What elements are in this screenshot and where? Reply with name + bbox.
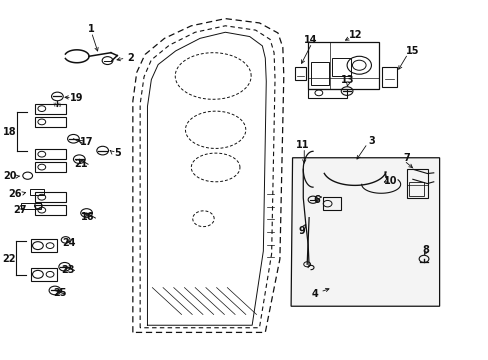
Text: 27: 27	[13, 206, 26, 216]
Text: 7: 7	[402, 153, 409, 163]
Text: 16: 16	[81, 212, 95, 221]
Text: 4: 4	[311, 289, 318, 299]
Text: 8: 8	[422, 245, 428, 255]
Bar	[406, 169, 427, 198]
Bar	[307, 89, 346, 98]
Polygon shape	[290, 158, 439, 306]
Bar	[307, 42, 378, 89]
Bar	[36, 205, 65, 215]
Text: 3: 3	[367, 136, 374, 145]
Text: 20: 20	[3, 171, 17, 181]
Text: 14: 14	[303, 35, 317, 45]
Text: 23: 23	[61, 265, 74, 275]
Bar	[331, 58, 350, 76]
Bar	[310, 62, 328, 85]
Bar	[31, 239, 57, 252]
Bar	[408, 182, 423, 196]
Bar	[36, 162, 65, 172]
Bar	[36, 149, 65, 159]
Text: 22: 22	[2, 254, 16, 264]
Text: 18: 18	[3, 127, 17, 136]
Text: 10: 10	[384, 176, 397, 186]
Text: 9: 9	[298, 226, 305, 236]
Text: 26: 26	[8, 189, 22, 199]
Text: 1: 1	[88, 24, 95, 35]
Bar	[36, 104, 65, 114]
Text: 11: 11	[295, 140, 308, 150]
Bar	[31, 267, 57, 281]
Text: 21: 21	[74, 159, 87, 169]
Text: 19: 19	[70, 93, 83, 103]
Bar	[322, 197, 341, 211]
Text: 24: 24	[61, 238, 75, 248]
Bar	[36, 117, 65, 127]
Bar	[294, 67, 305, 80]
Text: 2: 2	[127, 53, 134, 63]
Bar	[382, 67, 396, 87]
Bar	[36, 192, 65, 202]
Bar	[30, 189, 44, 195]
Text: 12: 12	[348, 30, 362, 40]
Bar	[21, 203, 41, 209]
Text: 6: 6	[313, 195, 320, 205]
Text: 25: 25	[53, 288, 66, 298]
Polygon shape	[133, 19, 283, 332]
Text: 17: 17	[80, 138, 93, 147]
Text: 15: 15	[405, 46, 419, 56]
Text: 13: 13	[341, 75, 354, 85]
Text: 5: 5	[114, 148, 121, 158]
